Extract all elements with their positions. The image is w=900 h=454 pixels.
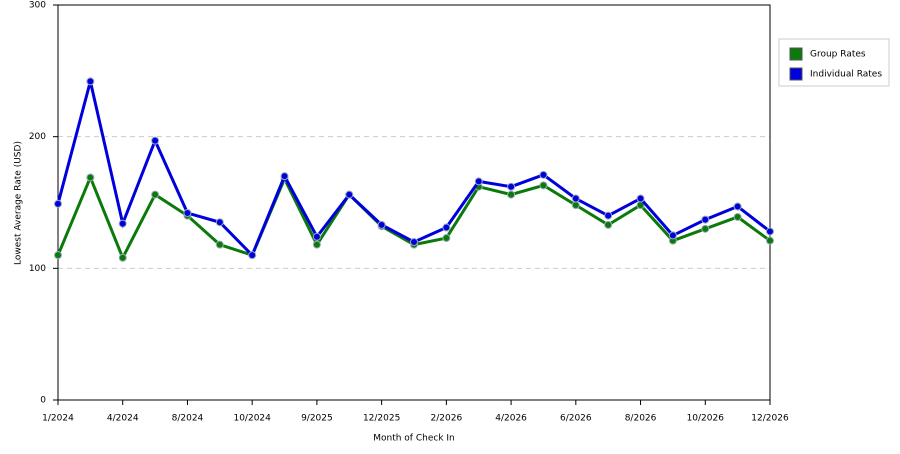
x-tick-label: 12/2025: [363, 414, 400, 424]
data-point: [636, 194, 645, 203]
legend-swatch: [789, 67, 803, 81]
data-point: [312, 232, 321, 241]
data-point: [442, 234, 451, 243]
data-point: [215, 240, 224, 249]
data-point: [345, 190, 354, 199]
data-point: [215, 218, 224, 227]
data-point: [151, 136, 160, 145]
data-point: [539, 170, 548, 179]
data-point: [86, 173, 95, 182]
data-point: [766, 236, 774, 245]
data-point: [377, 220, 386, 229]
y-axis-label: Lowest Average Rate (USD): [14, 141, 24, 265]
legend-swatch: [789, 47, 803, 61]
x-tick-label: 4/2024: [107, 414, 139, 424]
x-tick-label: 1/2024: [42, 414, 74, 424]
data-point: [668, 231, 677, 240]
data-point: [118, 253, 127, 262]
data-point: [248, 251, 257, 260]
data-point: [410, 238, 418, 246]
y-tick-label: 0: [40, 396, 46, 406]
data-point: [571, 194, 580, 203]
y-tick-label: 100: [29, 264, 46, 274]
data-point: [183, 209, 192, 218]
data-point: [54, 199, 62, 208]
data-point: [733, 212, 742, 221]
data-point: [604, 211, 613, 220]
data-point: [507, 182, 516, 191]
x-axis-label: Month of Check In: [373, 434, 455, 444]
x-tick-label: 2/2026: [431, 414, 463, 424]
x-tick-label: 10/2026: [687, 414, 725, 424]
legend-label: Individual Rates: [810, 70, 882, 80]
legend-label: Group Rates: [810, 50, 866, 60]
data-point: [766, 227, 774, 236]
data-point: [54, 251, 62, 260]
data-point: [571, 201, 580, 210]
x-tick-label: 6/2026: [560, 414, 592, 424]
data-point: [442, 223, 451, 232]
data-point: [474, 177, 483, 186]
data-point: [118, 219, 127, 228]
y-tick-label: 300: [29, 1, 46, 11]
data-point: [701, 215, 710, 224]
x-tick-label: 8/2026: [625, 414, 657, 424]
y-tick-label: 200: [29, 132, 46, 142]
x-tick-label: 4/2026: [495, 414, 527, 424]
data-point: [280, 172, 289, 181]
data-point: [733, 202, 742, 211]
data-point: [312, 240, 321, 249]
x-tick-label: 10/2024: [233, 414, 271, 424]
data-point: [151, 190, 160, 199]
data-point: [86, 77, 95, 86]
data-point: [701, 224, 710, 233]
data-point: [604, 220, 613, 229]
data-point: [507, 190, 516, 199]
data-point: [539, 181, 548, 190]
x-tick-label: 12/2026: [751, 414, 789, 424]
x-tick-label: 9/2025: [301, 414, 333, 424]
x-tick-label: 8/2024: [172, 414, 204, 424]
